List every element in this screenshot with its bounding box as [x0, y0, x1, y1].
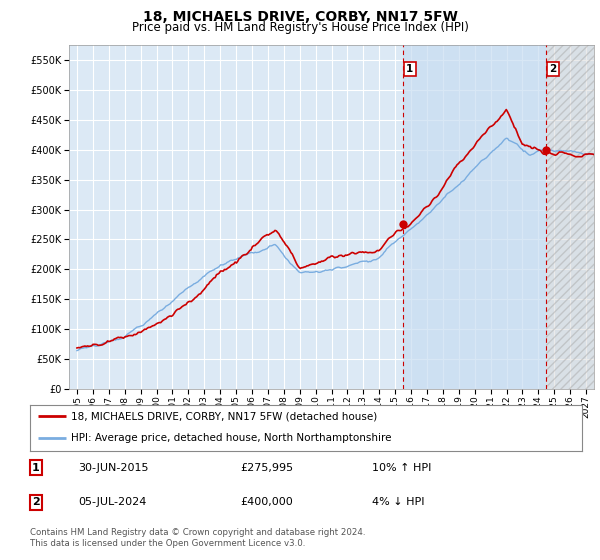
Text: HPI: Average price, detached house, North Northamptonshire: HPI: Average price, detached house, Nort…: [71, 433, 392, 443]
Text: 18, MICHAELS DRIVE, CORBY, NN17 5FW: 18, MICHAELS DRIVE, CORBY, NN17 5FW: [143, 10, 457, 24]
Bar: [403, 45, 546, 389]
Text: 2: 2: [550, 64, 557, 74]
Text: 18, MICHAELS DRIVE, CORBY, NN17 5FW (detached house): 18, MICHAELS DRIVE, CORBY, NN17 5FW (det…: [71, 412, 377, 421]
Text: 30-JUN-2015: 30-JUN-2015: [78, 463, 149, 473]
Text: 1: 1: [406, 64, 413, 74]
Text: 10% ↑ HPI: 10% ↑ HPI: [372, 463, 431, 473]
Text: £400,000: £400,000: [240, 497, 293, 507]
Text: 2: 2: [32, 497, 40, 507]
Text: 05-JUL-2024: 05-JUL-2024: [78, 497, 146, 507]
Text: Contains HM Land Registry data © Crown copyright and database right 2024.
This d: Contains HM Land Registry data © Crown c…: [30, 528, 365, 548]
Text: 4% ↓ HPI: 4% ↓ HPI: [372, 497, 425, 507]
Text: 1: 1: [32, 463, 40, 473]
Text: Price paid vs. HM Land Registry's House Price Index (HPI): Price paid vs. HM Land Registry's House …: [131, 21, 469, 34]
Bar: [546, 45, 594, 389]
Text: £275,995: £275,995: [240, 463, 293, 473]
